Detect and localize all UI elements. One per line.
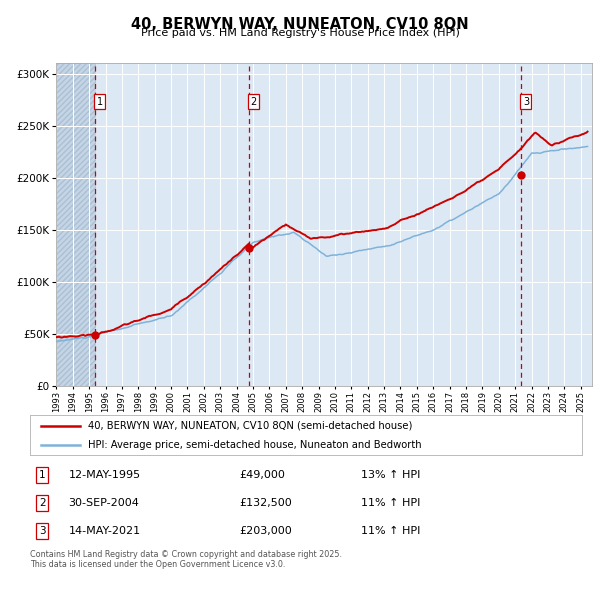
Text: 2: 2 — [251, 97, 257, 107]
Text: Contains HM Land Registry data © Crown copyright and database right 2025.
This d: Contains HM Land Registry data © Crown c… — [30, 550, 342, 569]
Text: 40, BERWYN WAY, NUNEATON, CV10 8QN (semi-detached house): 40, BERWYN WAY, NUNEATON, CV10 8QN (semi… — [88, 421, 412, 431]
Text: HPI: Average price, semi-detached house, Nuneaton and Bedworth: HPI: Average price, semi-detached house,… — [88, 440, 422, 450]
Text: 11% ↑ HPI: 11% ↑ HPI — [361, 526, 421, 536]
Text: 14-MAY-2021: 14-MAY-2021 — [68, 526, 141, 536]
Text: 13% ↑ HPI: 13% ↑ HPI — [361, 470, 421, 480]
Text: £49,000: £49,000 — [240, 470, 286, 480]
Text: 40, BERWYN WAY, NUNEATON, CV10 8QN: 40, BERWYN WAY, NUNEATON, CV10 8QN — [131, 17, 469, 31]
Text: 3: 3 — [523, 97, 529, 107]
Text: 11% ↑ HPI: 11% ↑ HPI — [361, 498, 421, 508]
Text: 2: 2 — [39, 498, 46, 508]
Text: Price paid vs. HM Land Registry's House Price Index (HPI): Price paid vs. HM Land Registry's House … — [140, 28, 460, 38]
Text: 12-MAY-1995: 12-MAY-1995 — [68, 470, 141, 480]
Text: 30-SEP-2004: 30-SEP-2004 — [68, 498, 140, 508]
Text: 3: 3 — [39, 526, 46, 536]
Text: £132,500: £132,500 — [240, 498, 293, 508]
Text: 1: 1 — [97, 97, 103, 107]
Text: 1: 1 — [39, 470, 46, 480]
Text: £203,000: £203,000 — [240, 526, 293, 536]
